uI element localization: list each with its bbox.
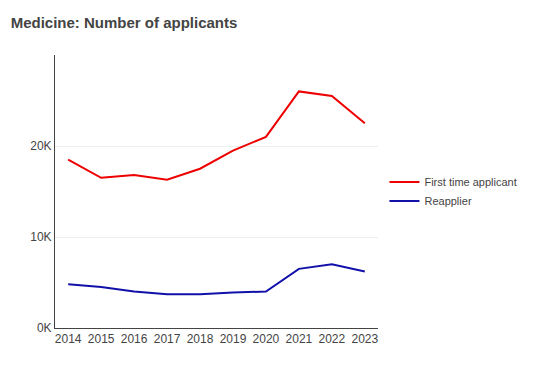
svg-text:2023: 2023 <box>351 332 378 346</box>
svg-text:2014: 2014 <box>55 332 82 346</box>
svg-text:10K: 10K <box>30 230 51 244</box>
svg-text:2019: 2019 <box>220 332 247 346</box>
svg-text:2018: 2018 <box>187 332 214 346</box>
svg-text:Reapplier: Reapplier <box>424 195 471 207</box>
svg-text:Medicine: Number of applicants: Medicine: Number of applicants <box>11 14 238 31</box>
svg-text:2015: 2015 <box>88 332 115 346</box>
svg-text:20K: 20K <box>30 139 51 153</box>
svg-text:2022: 2022 <box>319 332 346 346</box>
svg-text:2021: 2021 <box>286 332 313 346</box>
svg-text:0K: 0K <box>37 321 52 335</box>
svg-text:2016: 2016 <box>121 332 148 346</box>
svg-text:2017: 2017 <box>154 332 181 346</box>
svg-text:First time applicant: First time applicant <box>424 176 516 188</box>
svg-text:2020: 2020 <box>253 332 280 346</box>
